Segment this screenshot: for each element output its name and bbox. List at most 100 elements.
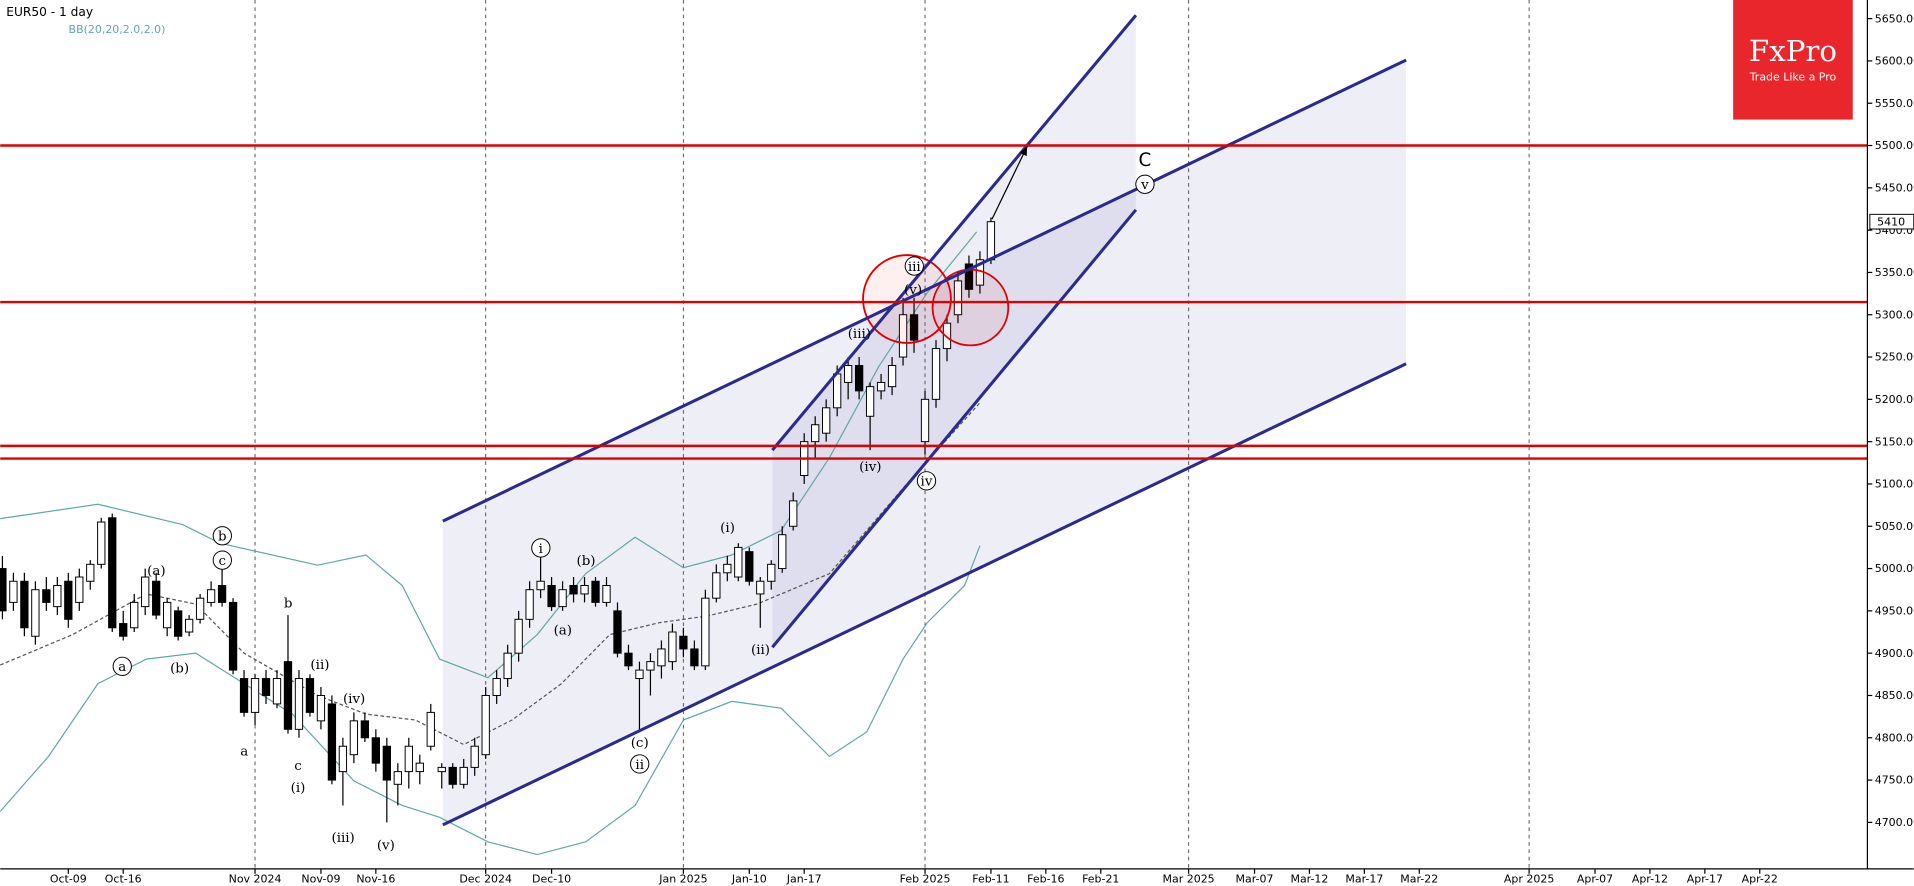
candle-body <box>393 771 402 785</box>
wave-label: b <box>218 530 227 545</box>
x-tick-label: Oct-16 <box>105 872 142 885</box>
candle-body <box>745 551 754 582</box>
x-tick-label: Feb-16 <box>1027 872 1064 885</box>
axes: Oct-09 Oct-16 Nov 2024 Nov-09 Nov-16 Dec 2024… <box>50 12 1914 885</box>
target-arrow <box>991 146 1028 220</box>
y-tick-label: 5300.00 <box>1875 308 1914 321</box>
y-tick-label: 5500.00 <box>1875 139 1914 152</box>
wave-label: b <box>284 597 293 612</box>
candle-body <box>382 745 391 781</box>
y-tick-label: 5200.00 <box>1875 393 1914 406</box>
candle-body <box>97 521 106 565</box>
x-tick-label: Apr-12 <box>1632 872 1668 885</box>
candle-body <box>701 597 710 667</box>
x-tick-label: Jan 2025 <box>658 872 707 885</box>
y-tick-label: 5100.00 <box>1875 478 1914 491</box>
candle-body <box>53 584 62 608</box>
candle-body <box>723 563 732 574</box>
wave-label: (v) <box>377 838 395 853</box>
band-line <box>0 545 981 856</box>
candle-body <box>931 348 941 400</box>
candle-body <box>272 678 282 705</box>
candle-body <box>448 766 457 785</box>
y-tick-label: 5450.00 <box>1875 181 1914 194</box>
candle-body <box>767 563 776 582</box>
candle-body <box>481 694 490 756</box>
candle-body <box>217 584 227 603</box>
wave-circle <box>531 538 551 558</box>
wave-label: (c) <box>631 736 649 751</box>
y-tick-label: 4950.00 <box>1875 605 1914 618</box>
candle-body <box>261 678 271 696</box>
candle-body <box>833 373 842 409</box>
candle-body <box>624 652 633 667</box>
candle-body <box>887 365 897 388</box>
candle-body <box>580 584 589 595</box>
x-tick-label: Nov-16 <box>356 872 395 885</box>
channel-area <box>772 15 1136 648</box>
x-tick-label: Feb-21 <box>1082 872 1119 885</box>
y-tick-label: 4750.00 <box>1875 774 1914 787</box>
wave-label: (a) <box>554 624 572 639</box>
x-tick-label: Apr-17 <box>1687 872 1723 885</box>
candle-body <box>822 407 831 434</box>
indicator-label: BB(20,20,2.0,2.0) <box>69 23 166 36</box>
candle-body <box>404 745 413 773</box>
candle-body <box>239 678 249 713</box>
candle-body <box>843 365 853 383</box>
candle-body <box>876 381 886 392</box>
y-tick-label: 5600.00 <box>1875 55 1914 68</box>
y-tick-label: 5350.00 <box>1875 266 1914 279</box>
wave-label: (iv) <box>343 692 365 707</box>
wave-label: a <box>240 744 248 759</box>
candle-body <box>437 766 446 773</box>
candle-body <box>953 280 963 316</box>
candle-body <box>712 572 721 599</box>
candle-body <box>470 745 479 768</box>
x-tick-label: Mar 2025 <box>1163 872 1215 885</box>
candle-body <box>9 580 18 603</box>
x-tick-label: Feb-11 <box>972 872 1009 885</box>
candle-body <box>426 711 435 747</box>
wave-label: C <box>1139 150 1152 171</box>
annotations: (a)abc(b)bac(i)(ii)(iv)(iii) (v)i(a)(b)(c… <box>0 14 1868 853</box>
candle-body <box>558 589 567 608</box>
candle-body <box>141 576 150 608</box>
wave-label: (a) <box>147 564 165 579</box>
candle-body <box>184 618 194 633</box>
wave-circle <box>904 256 924 276</box>
wave-label: (b) <box>576 554 595 569</box>
candle-body <box>854 365 864 392</box>
x-tick-label: Mar-22 <box>1400 872 1438 885</box>
candle-body <box>415 762 424 773</box>
x-tick-label: Mar-07 <box>1236 872 1274 885</box>
candle-body <box>525 589 534 620</box>
wave-label: iii <box>908 260 921 275</box>
wave-circle <box>212 526 232 546</box>
candle-body <box>31 589 40 637</box>
candle-body <box>898 314 908 358</box>
candle-body <box>536 580 545 591</box>
wave-label: iv <box>921 475 933 490</box>
candle-body <box>734 546 743 578</box>
candle-body <box>174 610 183 637</box>
wave-label: (v) <box>904 283 922 298</box>
y-tick-label: 4800.00 <box>1875 731 1914 744</box>
wave-label: (b) <box>170 661 189 676</box>
candle-body <box>64 580 73 620</box>
y-tick-label: 5550.00 <box>1875 97 1914 110</box>
wave-label: (ii) <box>310 658 329 673</box>
x-tick-label: Mar-17 <box>1345 872 1383 885</box>
candles <box>0 217 996 823</box>
channel-line <box>771 14 1138 452</box>
chart-title: EUR50 - 1 day <box>6 5 93 19</box>
wave-circle <box>212 550 232 570</box>
candle-body <box>360 720 370 739</box>
wave-label: i <box>539 542 543 557</box>
wave-label: ii <box>635 758 644 773</box>
candle-body <box>778 534 787 570</box>
candle-body <box>130 601 139 629</box>
y-tick-label: 5000.00 <box>1875 562 1914 575</box>
